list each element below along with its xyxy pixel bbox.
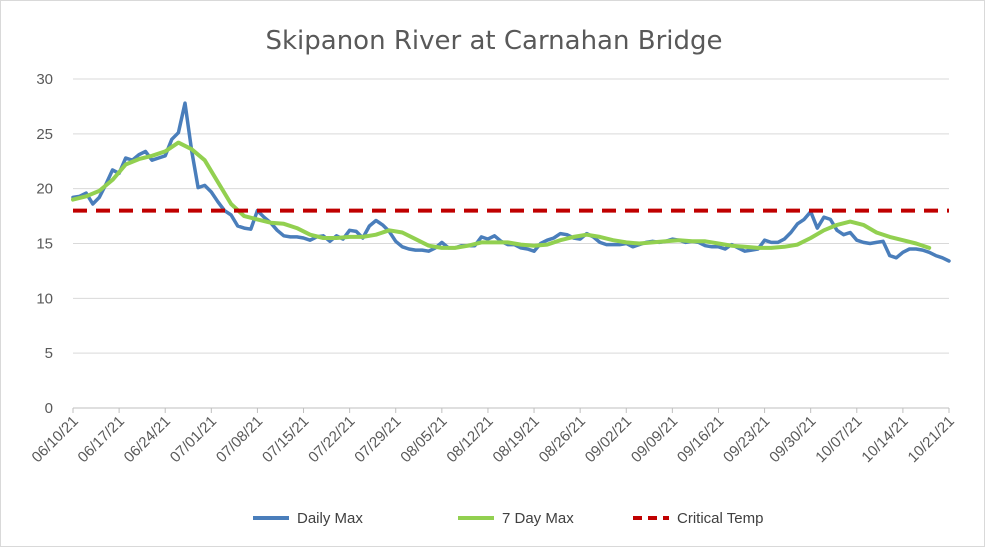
y-tick-label-5: 5: [45, 345, 53, 362]
series-line-7-day-max: [71, 140, 932, 250]
y-tick-label-30: 30: [36, 71, 53, 88]
x-tick-label-17: 10/07/21: [812, 413, 865, 466]
x-tick-label-14: 09/16/21: [674, 413, 727, 466]
x-tick-label-4: 07/08/21: [213, 413, 266, 466]
y-tick-label-20: 20: [36, 181, 53, 198]
series-layer: [71, 101, 951, 263]
legend-label-daily-max: Daily Max: [297, 510, 363, 527]
legend-label-critical-temp: Critical Temp: [677, 510, 763, 527]
x-tick-label-12: 09/02/21: [582, 413, 635, 466]
x-tick-label-3: 07/01/21: [167, 413, 220, 466]
x-tick-label-15: 09/23/21: [720, 413, 773, 466]
y-tick-label-25: 25: [36, 126, 53, 143]
x-tick-label-8: 08/05/21: [397, 413, 450, 466]
x-tick-label-11: 08/26/21: [536, 413, 589, 466]
y-tick-label-0: 0: [45, 400, 53, 417]
y-tick-label-10: 10: [36, 290, 53, 307]
y-tick-label-15: 15: [36, 236, 53, 253]
x-tick-label-18: 10/14/21: [858, 413, 911, 466]
legend-label-7-day-max: 7 Day Max: [502, 510, 574, 527]
x-tick-label-7: 07/29/21: [351, 413, 404, 466]
x-tick-label-2: 06/24/21: [121, 413, 174, 466]
x-tick-label-16: 09/30/21: [766, 413, 819, 466]
x-tick-label-1: 06/17/21: [75, 413, 128, 466]
chart-title: Skipanon River at Carnahan Bridge: [265, 26, 722, 56]
x-tick-label-13: 09/09/21: [628, 413, 681, 466]
axis-layer: 05101520253006/10/2106/17/2106/24/2107/0…: [29, 71, 958, 466]
grid-layer: [73, 78, 949, 354]
x-tick-label-19: 10/21/21: [905, 413, 958, 466]
x-tick-label-0: 06/10/21: [29, 413, 82, 466]
x-tick-label-5: 07/15/21: [259, 413, 312, 466]
x-tick-label-9: 08/12/21: [443, 413, 496, 466]
x-tick-label-6: 07/22/21: [305, 413, 358, 466]
series-line-daily-max: [71, 101, 951, 263]
x-tick-label-10: 08/19/21: [490, 413, 543, 466]
legend: Daily Max 7 Day Max Critical Temp: [253, 510, 763, 527]
